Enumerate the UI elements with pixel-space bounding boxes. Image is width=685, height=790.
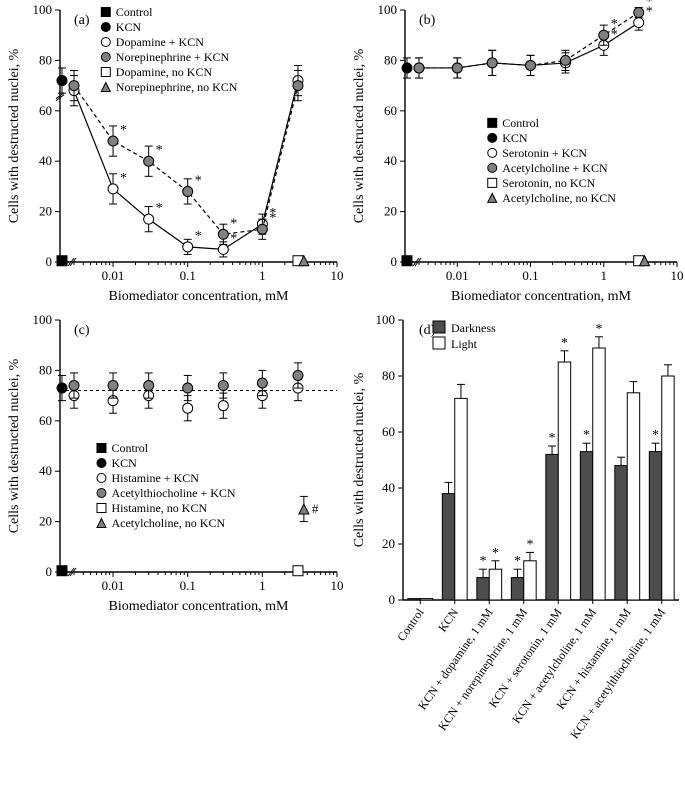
svg-text:80: 80 — [384, 52, 397, 67]
svg-text:0.01: 0.01 — [102, 268, 125, 283]
svg-text:Dopamine, no KCN: Dopamine, no KCN — [116, 65, 213, 79]
svg-text:60: 60 — [39, 103, 52, 118]
svg-text:Acetylcholine, no KCN: Acetylcholine, no KCN — [502, 191, 616, 205]
svg-text:1: 1 — [259, 268, 266, 283]
svg-text:*: * — [583, 428, 590, 443]
svg-text:(c): (c) — [74, 323, 90, 338]
svg-text:80: 80 — [39, 362, 52, 377]
svg-text:100: 100 — [33, 312, 53, 327]
svg-text:*: * — [230, 216, 237, 231]
svg-text:10: 10 — [331, 268, 344, 283]
svg-text:60: 60 — [39, 413, 52, 428]
svg-text:40: 40 — [382, 480, 395, 495]
svg-text:KCN: KCN — [502, 131, 528, 145]
svg-text:Serotonin + KCN: Serotonin + KCN — [502, 146, 587, 160]
svg-text:1: 1 — [601, 268, 608, 283]
svg-text:10: 10 — [671, 268, 684, 283]
svg-text:0.1: 0.1 — [180, 268, 196, 283]
svg-text:KCN: KCN — [111, 456, 137, 470]
svg-text:Dopamine + KCN: Dopamine + KCN — [116, 35, 204, 49]
svg-text:*: * — [230, 231, 237, 246]
svg-text:*: * — [646, 0, 653, 10]
svg-text:0: 0 — [46, 564, 53, 579]
svg-text:Acetylthiocholine + KCN: Acetylthiocholine + KCN — [111, 486, 235, 500]
svg-text:*: * — [526, 537, 533, 552]
svg-text:Biomediator concentration, mM: Biomediator concentration, mM — [451, 289, 632, 304]
svg-text:10: 10 — [331, 578, 344, 593]
svg-text:100: 100 — [376, 312, 396, 327]
svg-text:*: * — [480, 554, 487, 569]
svg-text:*: * — [561, 336, 568, 351]
svg-text:*: * — [549, 431, 556, 446]
svg-text:Acetylcholine, no KCN: Acetylcholine, no KCN — [111, 516, 225, 530]
svg-text:Biomediator concentration, mM: Biomediator concentration, mM — [108, 599, 289, 614]
svg-text:*: * — [156, 201, 163, 216]
svg-text:Control: Control — [394, 605, 427, 644]
svg-text:40: 40 — [39, 463, 52, 478]
svg-text:0: 0 — [46, 254, 53, 269]
panel-a: 0 20 40 60 80 100 0.01 0.1 1 10 Biomediator concen… — [0, 0, 345, 310]
svg-text:*: * — [120, 171, 127, 186]
svg-text:20: 20 — [384, 204, 397, 219]
page-root: 0204060801000.010.1110Biomediator concen… — [0, 0, 685, 790]
svg-text:*: * — [195, 173, 202, 188]
svg-text:Control: Control — [116, 5, 153, 19]
svg-text:Histamine + KCN: Histamine + KCN — [111, 471, 199, 485]
svg-text:0: 0 — [389, 592, 396, 607]
svg-text:KCN: KCN — [116, 20, 142, 34]
svg-text:Cells with destructed nuclei,: Cells with destructed nuclei, % — [7, 48, 22, 223]
panel-c: 0 20 40 60 80 100 0.01 0.1 1 10 Biomediator concen… — [0, 310, 345, 620]
svg-text:80: 80 — [39, 52, 52, 67]
svg-text:Cells with destructed nuclei,: Cells with destructed nuclei, % — [352, 372, 367, 547]
svg-text:(b): (b) — [419, 13, 436, 28]
svg-text:Cells with destructed nuclei,: Cells with destructed nuclei, % — [7, 358, 22, 533]
svg-text:Biomediator concentration, mM: Biomediator concentration, mM — [108, 289, 289, 304]
svg-text:40: 40 — [384, 153, 397, 168]
svg-text:Serotonin, no KCN: Serotonin, no KCN — [502, 176, 595, 190]
svg-text:Acetylcholine + KCN: Acetylcholine + KCN — [502, 161, 608, 175]
svg-text:Light: Light — [451, 337, 478, 351]
svg-text:80: 80 — [382, 368, 395, 383]
svg-text:Norepinephrine + KCN: Norepinephrine + KCN — [116, 50, 230, 64]
panel-d: 0 20 40 60 80 100 Cells with destructed nuclei… — [345, 310, 685, 790]
svg-text:100: 100 — [33, 2, 53, 17]
svg-text:0: 0 — [391, 254, 398, 269]
svg-text:#: # — [312, 501, 319, 516]
svg-text:*: * — [156, 143, 163, 158]
svg-text:*: * — [120, 123, 127, 138]
svg-text:Control: Control — [111, 441, 148, 455]
svg-text:Control: Control — [502, 116, 539, 130]
svg-text:20: 20 — [39, 514, 52, 529]
svg-text:Histamine, no KCN: Histamine, no KCN — [111, 501, 207, 515]
svg-text:*: * — [652, 428, 659, 443]
svg-text:0.1: 0.1 — [180, 578, 196, 593]
svg-text:*: * — [611, 17, 618, 32]
svg-text:40: 40 — [39, 153, 52, 168]
svg-text:100: 100 — [378, 2, 398, 17]
svg-text:60: 60 — [384, 103, 397, 118]
svg-text:20: 20 — [39, 204, 52, 219]
svg-text:*: * — [195, 229, 202, 244]
svg-text:0.01: 0.01 — [446, 268, 469, 283]
svg-text:0.01: 0.01 — [102, 578, 125, 593]
svg-text:Norepinephrine, no KCN: Norepinephrine, no KCN — [116, 80, 238, 94]
svg-text:60: 60 — [382, 424, 395, 439]
svg-text:*: * — [514, 554, 521, 569]
svg-text:KCN: KCN — [435, 605, 461, 634]
svg-text:0.1: 0.1 — [522, 268, 538, 283]
svg-text:*: * — [595, 322, 602, 337]
svg-text:Darkness: Darkness — [451, 321, 496, 335]
svg-text:*: * — [269, 211, 276, 226]
panel-b: 0 20 40 60 80 100 0.01 0.1 1 10 Biomediator concen… — [345, 0, 685, 310]
svg-text:(a): (a) — [74, 13, 90, 28]
svg-text:*: * — [492, 546, 499, 561]
svg-text:Cells with destructed nuclei,: Cells with destructed nuclei, % — [352, 48, 367, 223]
svg-text:20: 20 — [382, 536, 395, 551]
svg-text:1: 1 — [259, 578, 266, 593]
